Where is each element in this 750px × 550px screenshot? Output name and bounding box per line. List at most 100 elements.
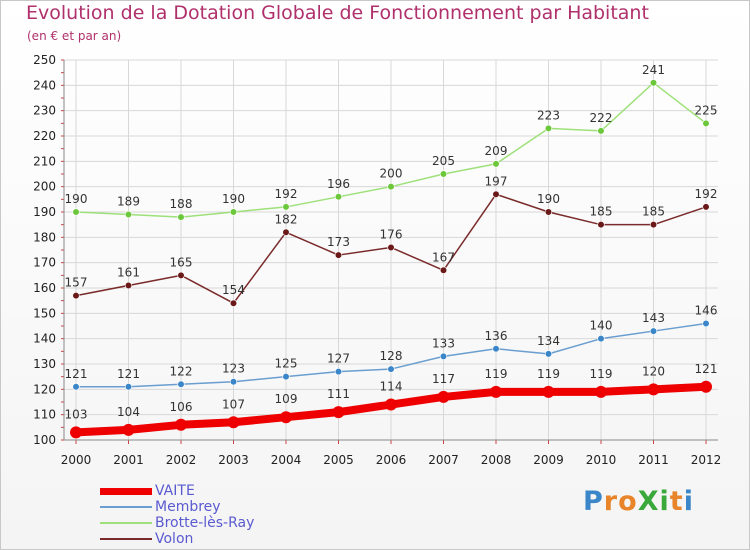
x-tick-label: 2011 (638, 453, 669, 467)
data-point-brotte-les-ray (597, 127, 605, 135)
legend-swatch-volon (100, 538, 152, 540)
data-label-volon: 165 (170, 255, 193, 269)
x-tick-label: 2004 (271, 453, 302, 467)
x-tick-label: 2008 (481, 453, 512, 467)
logo-letter: r (603, 486, 619, 517)
data-point-vaite (280, 411, 292, 424)
data-point-vaite (175, 418, 187, 431)
data-point-brotte-les-ray (282, 203, 290, 211)
data-point-volon (544, 208, 553, 216)
legend-label-brotte-les-ray: Brotte-lès-Ray (155, 515, 255, 531)
x-tick-label: 2003 (218, 453, 249, 467)
data-point-vaite (122, 423, 135, 436)
y-tick-label: 120 (33, 382, 56, 396)
data-label-brotte-les-ray: 190 (222, 192, 245, 206)
data-label-vaite: 107 (222, 397, 245, 411)
logo-letter: o (618, 486, 638, 517)
data-label-membrey: 121 (65, 367, 88, 381)
data-label-vaite: 119 (537, 367, 560, 381)
data-point-membrey (492, 345, 500, 353)
data-point-brotte-les-ray (387, 183, 395, 191)
data-label-volon: 176 (380, 227, 403, 241)
data-label-membrey: 143 (642, 311, 665, 325)
data-point-volon (439, 266, 448, 274)
data-label-volon: 197 (485, 174, 508, 188)
data-point-brotte-les-ray (439, 170, 448, 178)
x-tick-label: 2005 (323, 453, 354, 467)
data-label-brotte-les-ray: 200 (380, 167, 403, 181)
data-point-volon (334, 251, 343, 259)
legend-swatch-brotte-les-ray (100, 522, 152, 524)
logo-letter: t (669, 486, 684, 517)
data-point-membrey (124, 383, 133, 391)
y-tick-label: 250 (33, 53, 56, 67)
legend-swatch-membrey (100, 506, 152, 508)
logo-letter: i (683, 486, 694, 517)
data-label-vaite: 111 (327, 387, 350, 401)
data-point-membrey (72, 383, 80, 391)
data-point-vaite (385, 398, 397, 411)
proxiti-logo: ProXiti (583, 486, 694, 517)
y-tick-label: 160 (33, 281, 56, 295)
data-point-brotte-les-ray (334, 193, 343, 201)
data-label-membrey: 140 (590, 319, 613, 333)
y-tick-label: 220 (33, 129, 56, 143)
legend-label-volon: Volon (155, 531, 194, 547)
chart-title: Evolution de la Dotation Globale de Fonc… (26, 2, 649, 24)
data-point-brotte-les-ray (124, 210, 133, 219)
x-tick-label: 2010 (586, 453, 617, 467)
data-point-membrey (282, 373, 290, 381)
data-label-vaite: 109 (275, 392, 298, 406)
data-label-vaite: 121 (695, 362, 718, 376)
data-point-membrey (177, 380, 185, 388)
data-point-volon (702, 203, 710, 211)
data-label-brotte-les-ray: 196 (327, 177, 350, 191)
data-label-membrey: 122 (170, 364, 193, 378)
data-point-membrey (702, 319, 710, 328)
x-tick-label: 2000 (61, 453, 92, 467)
data-label-membrey: 127 (327, 352, 350, 366)
legend-label-vaite: VAITE (155, 483, 195, 499)
data-label-vaite: 106 (170, 400, 193, 414)
data-point-volon (649, 221, 658, 229)
data-label-brotte-les-ray: 189 (117, 195, 140, 209)
y-tick-label: 140 (33, 332, 56, 346)
x-tick-label: 2006 (376, 453, 407, 467)
data-label-volon: 190 (537, 192, 560, 206)
logo-letter: i (659, 486, 670, 517)
data-label-brotte-les-ray: 241 (642, 63, 665, 77)
logo-letter: P (583, 486, 604, 517)
data-label-brotte-les-ray: 225 (695, 103, 718, 117)
chart-subtitle: (en € et par an) (27, 29, 122, 43)
data-point-brotte-les-ray (229, 208, 238, 216)
data-label-volon: 154 (222, 283, 245, 297)
data-point-volon (124, 281, 133, 290)
data-label-brotte-les-ray: 190 (65, 192, 88, 206)
data-label-volon: 167 (432, 250, 455, 264)
data-label-membrey: 133 (432, 336, 455, 350)
data-label-membrey: 146 (695, 303, 718, 317)
data-label-volon: 161 (117, 265, 140, 279)
data-point-volon (282, 228, 290, 236)
data-label-membrey: 123 (222, 362, 245, 376)
data-point-vaite (595, 385, 607, 398)
data-point-membrey (649, 327, 658, 335)
data-label-vaite: 119 (485, 367, 508, 381)
legend-swatch-vaite (100, 488, 152, 495)
data-point-vaite (437, 390, 450, 403)
data-label-vaite: 119 (590, 367, 613, 381)
legend-label-membrey: Membrey (155, 499, 221, 515)
x-tick-label: 2009 (533, 453, 564, 467)
data-point-vaite (700, 380, 712, 393)
data-label-brotte-les-ray: 188 (170, 197, 193, 211)
y-tick-label: 150 (33, 306, 56, 320)
data-label-brotte-les-ray: 205 (432, 154, 455, 168)
x-tick-label: 2002 (166, 453, 197, 467)
data-label-volon: 157 (65, 276, 88, 290)
data-point-volon (387, 243, 395, 252)
x-tick-label: 2007 (428, 453, 459, 467)
data-label-brotte-les-ray: 222 (590, 111, 613, 125)
logo-letter: X (637, 486, 660, 517)
data-point-membrey (229, 378, 238, 386)
